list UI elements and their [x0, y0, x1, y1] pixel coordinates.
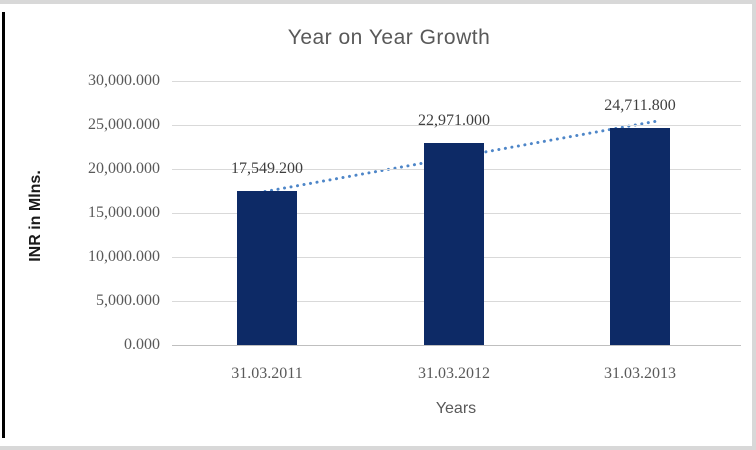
x-axis-line: [172, 345, 741, 346]
bar-31.03.2013: [610, 128, 670, 345]
chart-title: Year on Year Growth: [287, 26, 491, 49]
y-tick-label: 15,000.000: [88, 204, 160, 221]
y-tick-label: 10,000.000: [88, 248, 160, 265]
gridline: [172, 81, 741, 82]
bar-31.03.2011: [237, 191, 297, 345]
x-tick-label: 31.03.2011: [231, 365, 303, 382]
y-tick-label: 5,000.000: [96, 292, 160, 309]
gridline: [172, 125, 741, 126]
x-tick-label: 31.03.2013: [604, 365, 676, 382]
bar-31.03.2012: [424, 143, 484, 345]
x-axis-title: Years: [435, 400, 477, 417]
left-border-line: [2, 12, 5, 438]
data-label: 22,971.000: [418, 112, 490, 129]
y-tick-label: 20,000.000: [88, 160, 160, 177]
y-axis-title: INR in Mlns.: [27, 170, 44, 262]
data-label: 17,549.200: [231, 160, 303, 177]
y-tick-label: 30,000.000: [88, 72, 160, 89]
data-label: 24,711.800: [604, 97, 676, 114]
x-tick-label: 31.03.2012: [418, 365, 490, 382]
y-tick-label: 25,000.000: [88, 116, 160, 133]
y-tick-label: 0.000: [124, 336, 160, 353]
